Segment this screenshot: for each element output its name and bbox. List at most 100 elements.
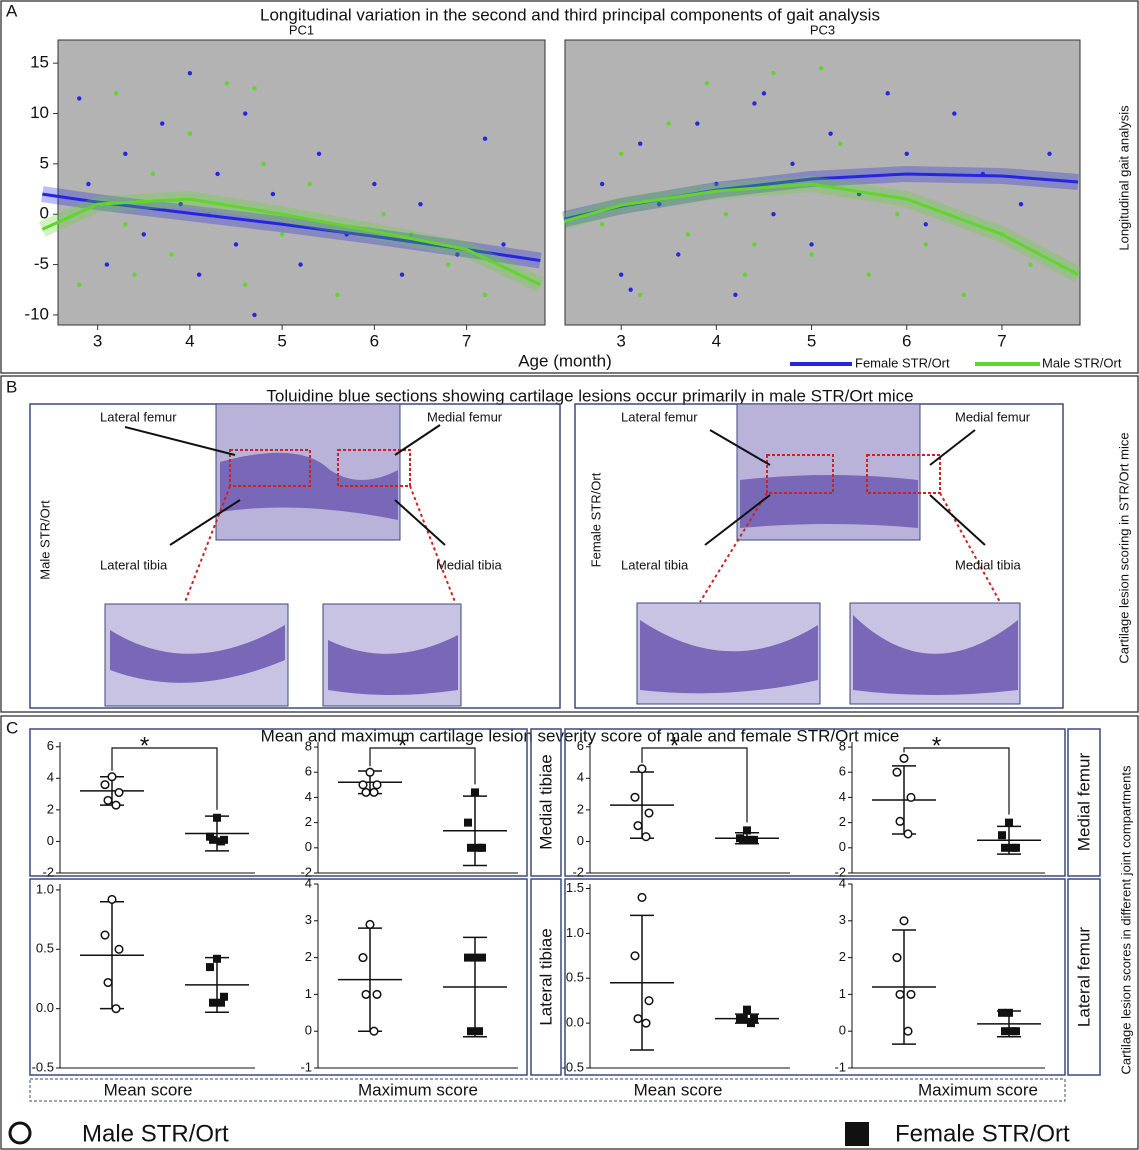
point — [747, 835, 755, 844]
point — [471, 953, 479, 962]
point — [501, 242, 506, 247]
row-label-box — [530, 728, 562, 877]
point — [399, 272, 405, 277]
y-tick-label: 6 — [47, 738, 54, 753]
point — [369, 1026, 379, 1036]
fit-line — [41, 197, 542, 287]
point — [733, 292, 738, 297]
point — [217, 998, 225, 1007]
point — [618, 272, 624, 277]
panel-letter: B — [6, 377, 17, 396]
point — [270, 191, 276, 197]
x-tick-label: 3 — [616, 331, 625, 350]
significance-bracket — [903, 747, 1010, 815]
point — [261, 161, 266, 167]
point — [220, 992, 228, 1001]
point — [107, 772, 117, 782]
point — [739, 1014, 747, 1023]
point — [150, 171, 156, 177]
point — [111, 1004, 121, 1014]
column-label: Maximum score — [918, 1080, 1038, 1099]
point — [213, 813, 221, 822]
y-tick-label: 0 — [305, 839, 312, 854]
x-tick-label: 3 — [93, 331, 102, 350]
point — [1047, 151, 1052, 156]
y-tick-label: 15 — [30, 53, 49, 72]
column-label: Mean score — [104, 1080, 193, 1099]
y-tick-label: 5 — [40, 153, 49, 172]
legend-marker — [845, 1122, 869, 1146]
point — [169, 252, 174, 257]
point — [335, 292, 340, 297]
point — [633, 1014, 643, 1024]
y-tick-label: -5 — [34, 254, 49, 273]
point — [1028, 262, 1033, 267]
y-tick-label: 8 — [305, 738, 312, 753]
point — [123, 222, 128, 227]
point — [903, 829, 913, 839]
y-tick-label: 0 — [47, 833, 54, 848]
point — [866, 272, 871, 277]
panel-letter: C — [6, 718, 18, 737]
point — [243, 111, 248, 116]
y-tick-label: -1 — [300, 1059, 312, 1074]
point — [358, 953, 368, 963]
point — [1005, 1008, 1013, 1017]
side-label: Cartilage lesion scoring in STR/Ort mice — [1116, 432, 1131, 663]
y-tick-label: 1.5 — [566, 880, 584, 895]
x-tick-label: 4 — [712, 331, 721, 350]
y-tick-label: 2 — [305, 949, 312, 964]
legend-label: Male STR/Ort — [1042, 355, 1122, 370]
y-tick-label: 0 — [40, 204, 49, 223]
point — [209, 998, 217, 1007]
point — [217, 837, 225, 846]
row-label-box — [530, 878, 562, 1076]
point — [630, 792, 640, 802]
y-tick-label: 1 — [839, 986, 846, 1001]
y-tick-label: -0.5 — [32, 1059, 54, 1074]
point — [952, 111, 957, 116]
y-tick-label: 6 — [305, 764, 312, 779]
point — [790, 161, 795, 167]
point — [752, 242, 757, 247]
y-tick-label: -2 — [572, 864, 584, 879]
point — [704, 81, 710, 86]
point — [114, 787, 124, 798]
point — [358, 780, 368, 790]
point — [906, 989, 916, 999]
point — [482, 136, 488, 141]
side-label: Longitudinal gait analysis — [1116, 105, 1131, 251]
point — [818, 65, 824, 71]
row-label: Medial femur — [1074, 753, 1093, 852]
x-tick-label: 7 — [462, 331, 471, 350]
point — [743, 826, 751, 835]
point — [160, 121, 165, 126]
point — [895, 989, 905, 999]
significance-label: * — [932, 732, 941, 759]
point — [747, 1019, 755, 1028]
cartilage — [853, 615, 1018, 695]
x-tick-label: 7 — [997, 331, 1006, 350]
point — [113, 91, 119, 96]
error-bar — [630, 914, 654, 1051]
point — [100, 780, 110, 790]
point — [1018, 201, 1024, 207]
y-tick-label: 2 — [47, 801, 54, 816]
y-tick-label: 4 — [47, 770, 54, 785]
annotation: Lateral femur — [100, 409, 177, 424]
point — [418, 201, 423, 207]
point — [224, 81, 229, 86]
point — [666, 121, 671, 126]
y-tick-label: 2 — [839, 814, 846, 829]
group-label: Female STR/Ort — [588, 472, 603, 567]
chart-title: PC3 — [810, 22, 835, 37]
point — [599, 181, 605, 187]
cartilage — [640, 620, 818, 694]
y-tick-label: 2 — [305, 814, 312, 829]
point — [372, 780, 382, 790]
point — [899, 753, 909, 763]
y-tick-label: -10 — [24, 304, 49, 323]
point — [215, 171, 220, 177]
plot-box — [29, 728, 528, 877]
point — [467, 843, 475, 852]
